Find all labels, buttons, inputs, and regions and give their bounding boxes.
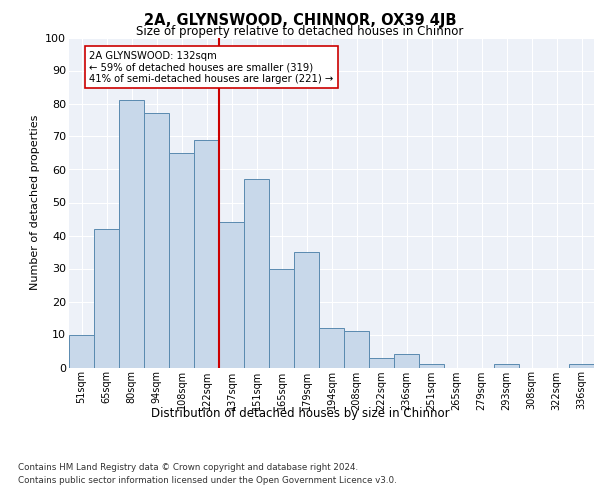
Bar: [369, 358, 394, 368]
Bar: [94, 229, 119, 368]
Bar: [294, 252, 319, 368]
Bar: [144, 114, 169, 368]
Text: Size of property relative to detached houses in Chinnor: Size of property relative to detached ho…: [136, 25, 464, 38]
Bar: [119, 100, 144, 367]
Bar: [194, 140, 219, 368]
Bar: [244, 180, 269, 368]
Text: Contains HM Land Registry data © Crown copyright and database right 2024.: Contains HM Land Registry data © Crown c…: [18, 462, 358, 471]
Bar: [319, 328, 344, 368]
Text: 2A GLYNSWOOD: 132sqm
← 59% of detached houses are smaller (319)
41% of semi-deta: 2A GLYNSWOOD: 132sqm ← 59% of detached h…: [89, 50, 333, 84]
Bar: [569, 364, 594, 368]
Bar: [219, 222, 244, 368]
Bar: [169, 153, 194, 368]
Text: Distribution of detached houses by size in Chinnor: Distribution of detached houses by size …: [151, 408, 449, 420]
Bar: [269, 268, 294, 368]
Bar: [394, 354, 419, 368]
Text: Contains public sector information licensed under the Open Government Licence v3: Contains public sector information licen…: [18, 476, 397, 485]
Bar: [69, 334, 94, 368]
Bar: [494, 364, 519, 368]
Bar: [344, 331, 369, 368]
Y-axis label: Number of detached properties: Number of detached properties: [29, 115, 40, 290]
Bar: [419, 364, 444, 368]
Text: 2A, GLYNSWOOD, CHINNOR, OX39 4JB: 2A, GLYNSWOOD, CHINNOR, OX39 4JB: [144, 12, 456, 28]
